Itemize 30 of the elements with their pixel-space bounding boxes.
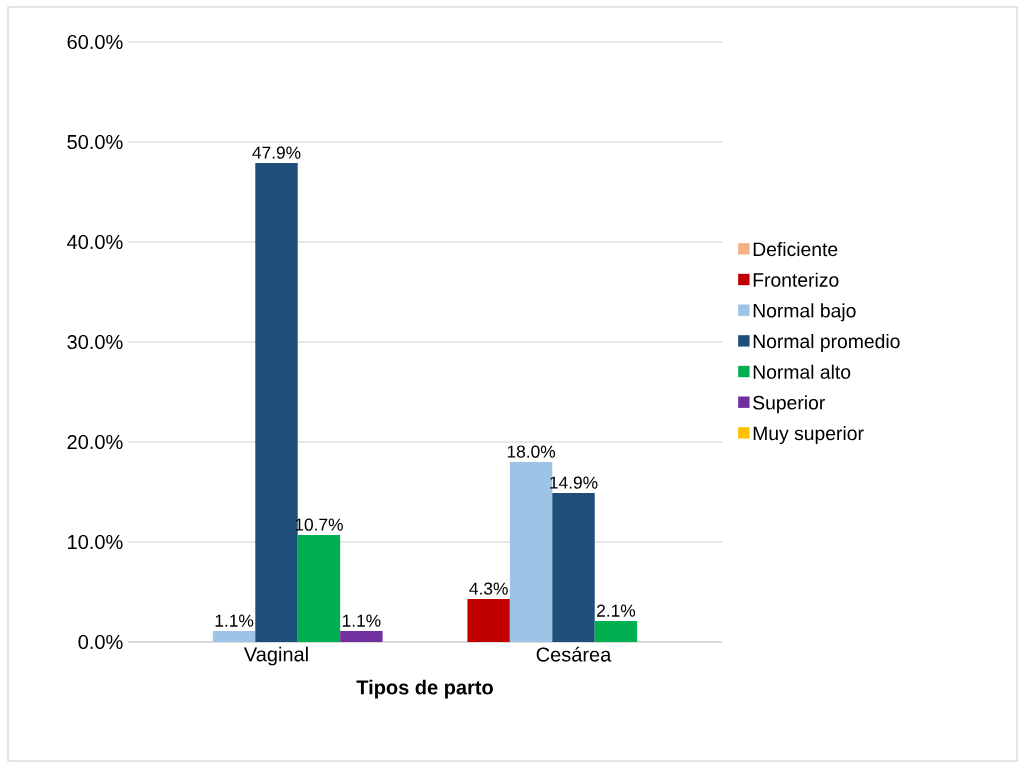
legend-label: Superior bbox=[753, 395, 825, 414]
x-tick-label: Vaginal bbox=[243, 646, 308, 666]
bar bbox=[467, 599, 510, 642]
y-tick-label: 0.0% bbox=[78, 634, 123, 650]
legend-label: Muy superior bbox=[753, 426, 864, 445]
bar bbox=[212, 631, 256, 642]
y-tick-label: 50.0% bbox=[67, 134, 123, 150]
bar bbox=[340, 631, 383, 642]
bar bbox=[552, 493, 595, 642]
data-label: 18.0% bbox=[507, 445, 556, 458]
x-axis-title: Tipos de parto bbox=[356, 679, 493, 699]
legend-label: Normal alto bbox=[753, 364, 851, 379]
data-label: 1.1% bbox=[342, 614, 381, 627]
y-tick-label: 60.0% bbox=[67, 34, 123, 50]
bar bbox=[297, 535, 341, 642]
data-label: 4.3% bbox=[469, 582, 508, 595]
y-tick-label: 30.0% bbox=[67, 334, 123, 350]
bar bbox=[594, 621, 638, 642]
legend-label: Fronterizo bbox=[753, 272, 839, 287]
y-tick-label: 10.0% bbox=[68, 534, 123, 550]
x-tick-label: Cesárea bbox=[536, 646, 612, 662]
legend-label: Normal bajo bbox=[753, 303, 856, 322]
data-label: 2.1% bbox=[597, 604, 636, 617]
data-label: 1.1% bbox=[215, 614, 254, 627]
y-tick-label: 20.0% bbox=[67, 434, 123, 450]
data-label: 14.9% bbox=[550, 476, 598, 489]
legend-label: Deficiente bbox=[753, 241, 838, 257]
legend-label: Normal promedio bbox=[753, 333, 900, 353]
data-label: 47.9% bbox=[252, 146, 301, 159]
y-tick-label: 40.0% bbox=[67, 234, 123, 250]
